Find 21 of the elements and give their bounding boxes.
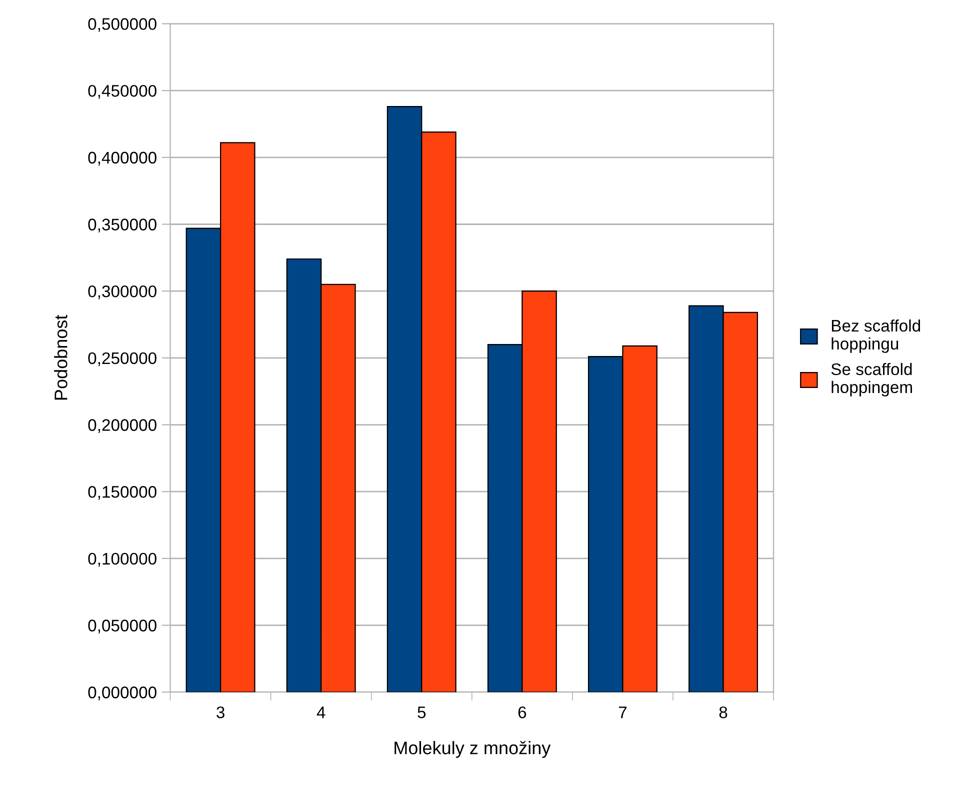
y-tick-label: 0,200000 <box>88 419 156 433</box>
y-tick-label: 0,350000 <box>88 218 156 232</box>
x-tick-label: 8 <box>719 706 728 718</box>
y-tick-label: 0,500000 <box>88 18 156 32</box>
y-tick-label: 0,450000 <box>88 84 156 99</box>
y-axis-title: Podobnost <box>54 314 68 400</box>
x-tick-label: 6 <box>518 706 526 718</box>
y-tick-label: 0,250000 <box>88 352 156 366</box>
x-tick-label: 5 <box>418 706 426 718</box>
x-tick-label: 7 <box>618 706 627 718</box>
y-tick-label: 0,100000 <box>88 552 156 567</box>
x-tick-label: 3 <box>216 706 224 718</box>
y-tick-label: 0,050000 <box>88 620 156 634</box>
x-tick-label: 4 <box>316 706 326 718</box>
y-tick-label: 0,150000 <box>88 486 156 500</box>
x-axis-title: Molekuly z množiny <box>394 740 551 758</box>
legend-label: Bez scaffold hoppingu <box>832 319 920 353</box>
y-tick-label: 0,300000 <box>88 285 156 300</box>
legend-label: Se scaffold hoppingem <box>831 362 912 396</box>
y-tick-label: 0,000000 <box>88 686 156 700</box>
y-tick-label: 0,400000 <box>88 152 156 166</box>
